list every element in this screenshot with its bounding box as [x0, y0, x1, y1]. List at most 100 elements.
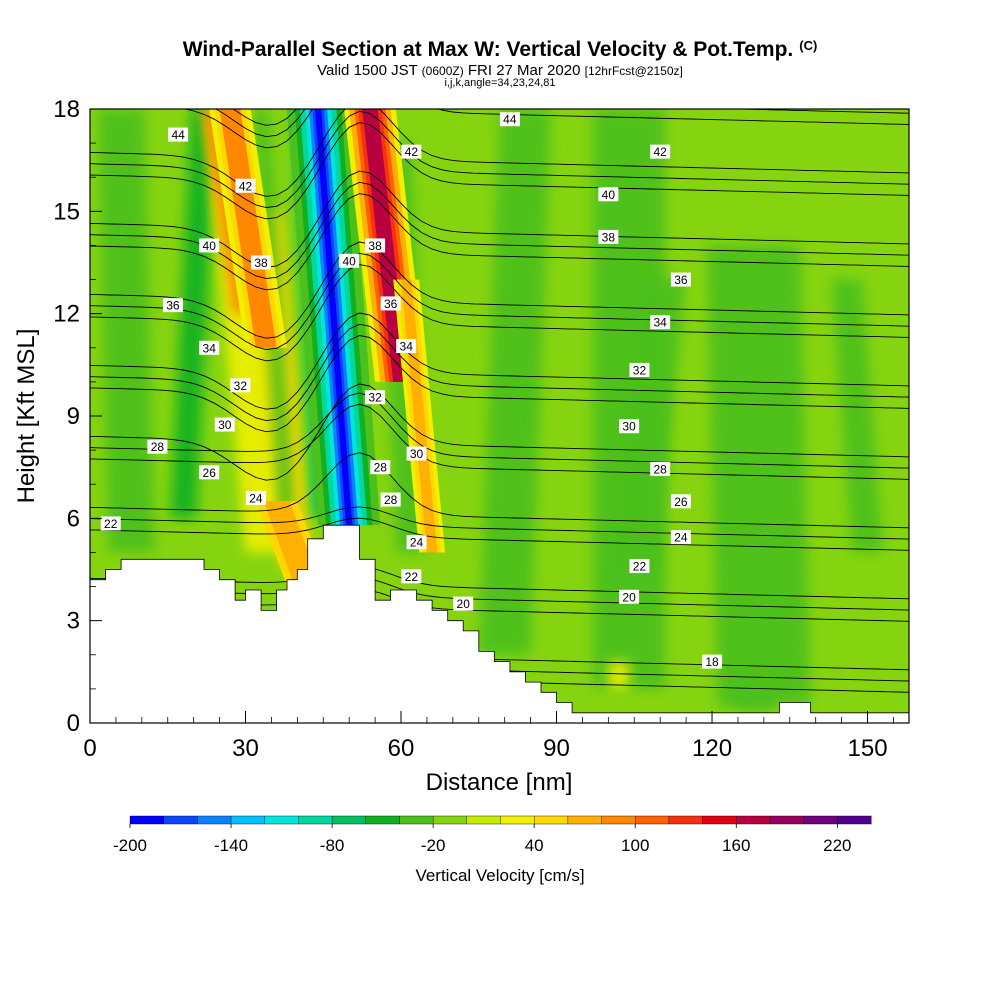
contour-label-bg [619, 419, 640, 434]
valid-utc: (0600Z) [421, 64, 464, 78]
contour-label-bg [147, 439, 168, 454]
contour-label-bg [214, 417, 235, 432]
colorbar-swatch-9 [432, 815, 468, 825]
contour-label-32: 28 [650, 461, 671, 476]
contour-label-bg [453, 596, 474, 611]
x-tick-label-30: 30 [232, 735, 259, 762]
downdraft-core-level-6 [314, 109, 353, 526]
theta-contour-22-2 [90, 452, 909, 529]
contour-label-25: 42 [650, 144, 671, 159]
contour-label-text: 34 [400, 340, 414, 354]
contour-label-bg [401, 569, 422, 584]
contour-label-27: 38 [598, 229, 619, 244]
contour-label-bg [100, 516, 121, 531]
contour-label-9: 26 [199, 465, 220, 480]
contour-label-3: 38 [251, 255, 272, 270]
theta-contour-36-2 [90, 0, 909, 54]
contour-label-text: 26 [203, 466, 217, 480]
contour-label-bg [670, 530, 691, 545]
contour-label-text: 20 [457, 597, 471, 611]
y-tick-label-18: 18 [53, 96, 80, 123]
contour-label-text: 42 [239, 179, 253, 193]
contour-label-text: 36 [384, 297, 398, 311]
contour-label-20: 28 [370, 460, 391, 475]
contour-label-1: 42 [235, 178, 256, 193]
contour-label-text: 18 [705, 655, 719, 669]
contour-label-bg [365, 238, 386, 253]
contour-label-4: 36 [162, 298, 183, 313]
contour-label-text: 22 [405, 570, 419, 584]
valid-date: FRI 27 Mar 2020 [467, 62, 581, 79]
y-tick-label-9: 9 [67, 403, 80, 430]
contour-label-bg [199, 238, 220, 253]
colorbar-swatch-14 [601, 815, 636, 825]
theta-contour-30-0 [90, 193, 909, 291]
contour-label-7: 30 [214, 417, 235, 432]
contour-label-bg [199, 465, 220, 480]
contour-label-text: 40 [602, 188, 616, 202]
contour-label-31: 30 [619, 419, 640, 434]
y-tick-label-3: 3 [67, 608, 80, 635]
contour-label-text: 28 [151, 440, 165, 454]
theta-contour-34-1 [215, 109, 909, 138]
contour-label-text: 24 [410, 536, 424, 550]
contour-label-36: 20 [619, 589, 640, 604]
theta-contour-24-2 [90, 383, 909, 481]
colorbar-swatch-3 [230, 815, 266, 825]
velocity-band-13 [608, 661, 630, 689]
contour-label-text: 34 [654, 316, 668, 330]
colorbar-swatch-12 [533, 815, 569, 825]
contour-label-text: 36 [674, 273, 688, 287]
contour-label-33: 26 [670, 494, 691, 509]
contour-label-bg [401, 144, 422, 159]
theta-contour-26-1 [90, 323, 909, 421]
contour-label-bg [650, 461, 671, 476]
theta-contour-22-1 [90, 506, 909, 540]
contour-label-26: 40 [598, 187, 619, 202]
x-tick-label-90: 90 [543, 735, 570, 762]
contour-label-text: 44 [171, 128, 185, 142]
contour-label-bg [245, 490, 266, 505]
theta-contour-24-0 [90, 403, 909, 480]
contour-label-bg [406, 446, 427, 461]
contour-label-16: 36 [380, 296, 401, 311]
contour-label-text: 42 [405, 145, 419, 159]
contour-label-text: 26 [674, 495, 688, 509]
contour-label-text: 36 [166, 299, 180, 313]
contour-label-text: 30 [622, 420, 636, 434]
colorbar-swatch-5 [298, 815, 333, 825]
contour-label-29: 34 [650, 315, 671, 330]
contour-label-bg [380, 492, 401, 507]
contour-label-bg [339, 253, 360, 268]
theta-contour-36-0 [90, 0, 909, 77]
contour-label-19: 30 [406, 446, 427, 461]
colorbar-tick-label-1: -140 [214, 836, 248, 855]
contour-label-text: 30 [218, 418, 232, 432]
x-tick-label-150: 150 [848, 735, 888, 762]
y-tick-label-12: 12 [53, 301, 80, 328]
theta-contour-28-1 [90, 252, 909, 350]
contour-label-bg [629, 362, 650, 377]
x-tick-label-120: 120 [692, 735, 732, 762]
contour-label-text: 34 [203, 341, 217, 355]
theta-contour-22-0 [90, 517, 909, 551]
contour-label-34: 24 [670, 530, 691, 545]
colorbar-swatch-19 [769, 815, 805, 825]
copyright-mark: (C) [799, 38, 818, 53]
contour-label-bg [650, 315, 671, 330]
contour-label-text: 28 [374, 461, 388, 475]
contour-labels: 44 42 40 38 36 34 32 30 28 26 24 22 44 42 40 38 36 34 32 30… [100, 112, 723, 669]
x-axis-label: Distance [nm] [426, 769, 573, 796]
theta-contour-24-1 [90, 392, 909, 469]
theta-contour-36-1 [90, 0, 909, 66]
contour-label-13: 42 [401, 144, 422, 159]
colorbar-swatch-4 [264, 815, 299, 825]
velocity-band-0 [97, 109, 155, 553]
theta-contour-32-1 [90, 110, 909, 208]
contour-label-text: 24 [674, 531, 688, 545]
contour-label-text: 40 [342, 254, 356, 268]
theta-contour-38-0 [90, 0, 909, 6]
contour-label-10: 24 [245, 490, 266, 505]
colorbar-swatch-13 [567, 815, 603, 825]
